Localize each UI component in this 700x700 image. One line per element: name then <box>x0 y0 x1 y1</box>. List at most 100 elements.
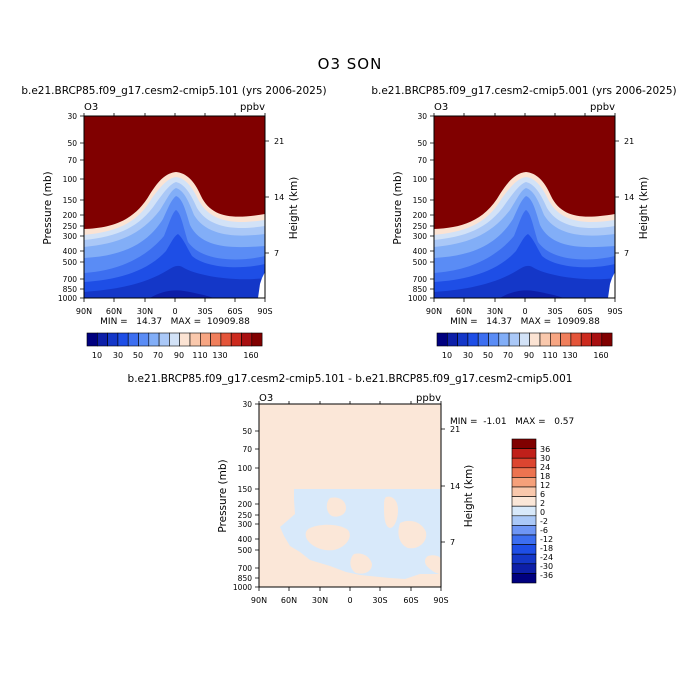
panel-diff-plot-area <box>258 403 442 588</box>
panel-diff-colorbar-box <box>511 544 537 555</box>
panel-right-colorbar-label: 130 <box>562 351 577 360</box>
panel-right-colorbar-box <box>457 332 469 347</box>
panel-right-colorbar-box <box>601 332 613 347</box>
panel-diff-positive-patch <box>424 555 441 574</box>
panel-right-stats: MIN = 14.37 MAX = 10909.88 <box>450 317 600 327</box>
panel-diff-colorbar-box <box>511 505 537 517</box>
panel-right-xtick: 30S <box>547 307 562 316</box>
panel-diff-colorbar-box <box>511 515 537 526</box>
panel-left-contour-2 <box>84 265 265 298</box>
panel-diff-colorbar-boxes <box>511 438 537 584</box>
panel-left-colorbar-label: 90 <box>174 351 184 360</box>
panel-right-xtick: 30N <box>487 307 503 316</box>
panel-diff-x-ticks: 90N 60N 30N 0 30S 60S 90S <box>251 401 449 605</box>
panel-diff-ytick: 200 <box>238 500 253 509</box>
panel-diff-xtick: 60S <box>403 596 418 605</box>
panel-diff-xtick: 90N <box>251 596 267 605</box>
panel-left-height-tick: 21 <box>274 137 284 146</box>
panel-right-colorbar-label: 70 <box>503 351 513 360</box>
panel-diff-ytick: 400 <box>238 535 253 544</box>
panel-right-colorbar-box <box>498 332 510 347</box>
panel-right-xtick: 60N <box>456 307 472 316</box>
panel-diff-colorbar-box <box>511 467 537 478</box>
panel-left-colorbar-box <box>138 332 150 347</box>
panel-diff-colorbar-label: 30 <box>540 454 550 463</box>
panel-right-ytick: 70 <box>417 156 427 165</box>
panel-diff-ylabel: Pressure (mb) <box>217 459 229 532</box>
panel-diff-positive-patch <box>398 520 427 549</box>
panel-right-ytick: 30 <box>417 112 427 121</box>
panel-right-variable: O3 <box>434 102 448 113</box>
panel-right-ytick: 50 <box>417 139 427 148</box>
panel-left-contour-1 <box>150 290 214 298</box>
panel-right-height-ticks: 21 14 7 <box>615 137 634 258</box>
panel-left-colorbar-boxes <box>86 332 263 347</box>
panel-left-colorbar-label: 130 <box>212 351 227 360</box>
panel-right-orography <box>608 272 615 298</box>
panel-right-colorbar-box <box>436 332 448 347</box>
panel-diff-colorbar-box <box>511 477 537 488</box>
panel-diff-colorbar-label: 18 <box>540 472 550 481</box>
panel-left-colorbar-box <box>107 332 119 347</box>
panel-right-ylabel-right: Height (km) <box>638 177 650 240</box>
panel-right-ytick: 500 <box>413 258 428 267</box>
panel-diff-ytick: 50 <box>242 427 252 436</box>
panel-right-ytick: 400 <box>413 247 428 256</box>
panel-left-colorbar-label: 10 <box>92 351 102 360</box>
panel-left-height-tick: 14 <box>274 193 284 202</box>
panel-left-ytick: 850 <box>63 285 78 294</box>
panel-diff-ytick: 700 <box>238 564 253 573</box>
panel-right-colorbar-box <box>529 332 541 347</box>
panel-diff-colorbar-label: -24 <box>540 553 553 562</box>
panel-diff-stats: MIN = -1.01 MAX = 0.57 <box>450 417 574 427</box>
panel-left-title: b.e21.BRCP85.f09_g17.cesm2-cmip5.101 (yr… <box>21 85 326 97</box>
panel-left-xtick: 30S <box>197 307 212 316</box>
panel-left-colorbar-box <box>220 332 232 347</box>
panel-diff-ytick: 500 <box>238 546 253 555</box>
panel-right-ytick: 200 <box>413 211 428 220</box>
panel-left-colorbar-labels: 10 30 50 70 90 110 130 160 <box>92 351 259 360</box>
panel-right-colorbar: 10 30 50 70 90 110 130 160 <box>436 332 613 360</box>
panel-diff-colorbar-label: -36 <box>540 571 553 580</box>
panel-right-colorbar-box <box>549 332 561 347</box>
panel-diff-colorbar-label: 36 <box>540 445 550 454</box>
panel-left-variable: O3 <box>84 102 98 113</box>
panel-right-xtick: 90N <box>426 307 442 316</box>
panel-diff-height-tick: 21 <box>450 425 460 434</box>
panel-right-ytick: 700 <box>413 275 428 284</box>
panel-diff-height-tick: 14 <box>450 482 460 491</box>
panel-right-colorbar-label: 10 <box>442 351 452 360</box>
panel-right-height-tick: 14 <box>624 193 634 202</box>
panel-diff-colorbar-label: 2 <box>540 499 545 508</box>
panel-diff-colorbar-box <box>511 573 537 584</box>
panel-left-colorbar-box <box>148 332 160 347</box>
panel-diff-ytick: 850 <box>238 574 253 583</box>
panel-left-ytick: 200 <box>63 211 78 220</box>
panel-right-plot-area <box>433 115 616 299</box>
panel-right-height-tick: 21 <box>624 137 634 146</box>
diff-title: b.e21.BRCP85.f09_g17.cesm2-cmip5.101 - b… <box>128 373 573 385</box>
panel-diff-colorbar-label: 12 <box>540 481 550 490</box>
panel-left-units: ppbv <box>240 102 265 113</box>
panel-diff-colorbar-label: 0 <box>540 508 545 517</box>
panel-right-colorbar-box <box>446 332 458 347</box>
panel-left-colorbar-box <box>97 332 108 347</box>
panel-right-height-tick: 7 <box>624 249 629 258</box>
panel-diff-colorbar: 36 30 24 18 12 6 2 0 -2 -6 -12 -18 -24 -… <box>511 438 553 584</box>
panel-right-contour-1 <box>500 290 564 298</box>
panel-diff-ytick: 100 <box>238 464 253 473</box>
panel-diff-ytick: 30 <box>242 400 252 409</box>
panel-left-ytick: 100 <box>63 175 78 184</box>
panel-left-colorbar-box <box>179 332 191 347</box>
panel-left-colorbar-label: 160 <box>243 351 258 360</box>
panel-left-ytick: 1000 <box>58 294 77 303</box>
panel-left-x-ticks: 90N 60N 30N 0 30S 60S 90S <box>76 113 273 316</box>
panel-right-ytick: 250 <box>413 222 428 231</box>
panel-left-colorbar-box <box>200 332 211 347</box>
panel-right-ytick: 150 <box>413 196 428 205</box>
panel-diff-ytick: 250 <box>238 511 253 520</box>
panel-diff-colorbar-label: 6 <box>540 490 545 499</box>
panel-left-stats: MIN = 14.37 MAX = 10909.88 <box>100 317 250 327</box>
panel-right-x-ticks: 90N 60N 30N 0 30S 60S 90S <box>426 113 623 316</box>
